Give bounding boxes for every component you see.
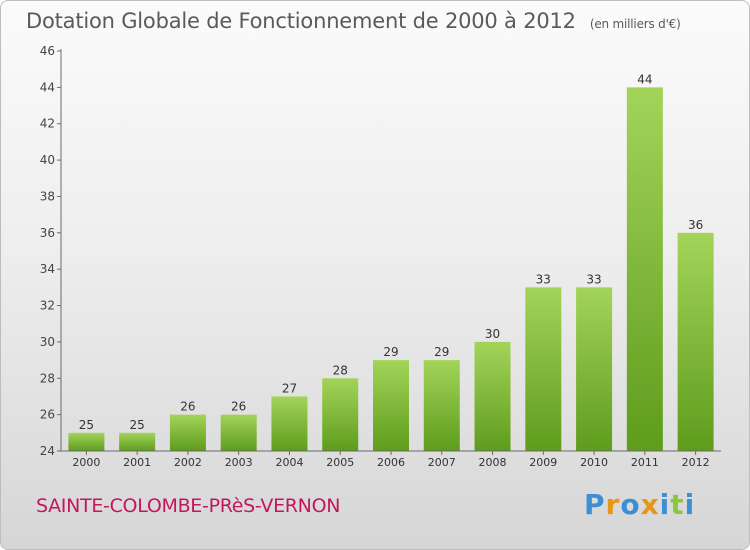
y-tick-label: 30 — [40, 335, 55, 349]
logo-letter: P — [584, 488, 606, 521]
logo-letter: o — [620, 488, 641, 521]
bar — [373, 360, 409, 451]
x-tick-label: 2002 — [174, 456, 202, 469]
bar-value-label: 33 — [536, 272, 551, 286]
y-tick-label: 32 — [40, 299, 55, 313]
chart-title-text: Dotation Globale de Fonctionnement de 20… — [26, 9, 576, 33]
bar — [220, 414, 257, 451]
y-axis: 24 26 28 30 32 34 36 38 40 42 44 46 — [40, 44, 62, 458]
logo-letter: i — [659, 488, 671, 521]
x-tick-label: 2006 — [377, 456, 405, 469]
bar-value-label: 25 — [130, 418, 145, 432]
bar — [576, 287, 613, 451]
y-tick-label: 34 — [40, 262, 55, 276]
x-tick-label: 2008 — [479, 456, 507, 469]
bar-value-label: 26 — [231, 400, 246, 414]
x-tick-label: 2001 — [123, 456, 151, 469]
bar — [119, 432, 156, 451]
chart-title: Dotation Globale de Fonctionnement de 20… — [26, 9, 681, 33]
x-tick-label: 2005 — [326, 456, 354, 469]
x-axis: 2000 2001 2002 2003 2004 2005 2006 2007 2008 2009… — [61, 450, 721, 469]
y-tick-label: 38 — [40, 189, 55, 203]
bar — [68, 432, 105, 451]
bar-value-label: 25 — [79, 418, 94, 432]
y-tick-label: 42 — [40, 117, 55, 131]
logo-letter: x — [640, 488, 660, 521]
y-tick-label: 28 — [40, 371, 55, 385]
bar-value-label: 27 — [282, 381, 297, 395]
bars: 25 25 26 26 27 28 29 29 30 33 33 44 36 — [68, 72, 714, 451]
y-tick-label: 44 — [40, 80, 55, 94]
y-tick-label: 26 — [40, 408, 55, 422]
logo-letter: i — [684, 488, 696, 521]
y-tick-label: 46 — [40, 44, 55, 58]
x-tick-label: 2009 — [529, 456, 557, 469]
proxiti-logo[interactable]: Proxiti — [584, 488, 695, 521]
x-tick-label: 2010 — [580, 456, 608, 469]
bar-value-label: 28 — [333, 363, 348, 377]
y-tick-label: 36 — [40, 226, 55, 240]
bar — [677, 232, 714, 451]
logo-letter: t — [670, 488, 685, 521]
bar — [626, 87, 663, 451]
bar — [322, 378, 359, 451]
y-tick-label: 40 — [40, 153, 55, 167]
x-tick-label: 2011 — [631, 456, 659, 469]
bar-value-label: 29 — [434, 345, 449, 359]
x-tick-label: 2012 — [682, 456, 710, 469]
bar-value-label: 44 — [637, 72, 652, 86]
commune-name: SAINTE-COLOMBE-PRèS-VERNON — [36, 495, 341, 517]
bar — [525, 287, 562, 451]
bar-value-label: 26 — [180, 400, 195, 414]
x-tick-label: 2004 — [275, 456, 303, 469]
y-tick-label: 24 — [40, 444, 55, 458]
bar — [271, 396, 308, 451]
bar-value-label: 30 — [485, 327, 500, 341]
logo-letter: r — [605, 488, 621, 521]
bar-value-label: 33 — [586, 272, 601, 286]
bar-value-label: 36 — [688, 218, 703, 232]
x-tick-label: 2007 — [428, 456, 456, 469]
bar — [474, 341, 511, 451]
x-tick-label: 2000 — [72, 456, 100, 469]
bar — [169, 414, 206, 451]
bar-value-label: 29 — [383, 345, 398, 359]
chart-unit: (en milliers d'€) — [589, 17, 681, 31]
bar — [423, 360, 460, 451]
x-tick-label: 2003 — [225, 456, 253, 469]
